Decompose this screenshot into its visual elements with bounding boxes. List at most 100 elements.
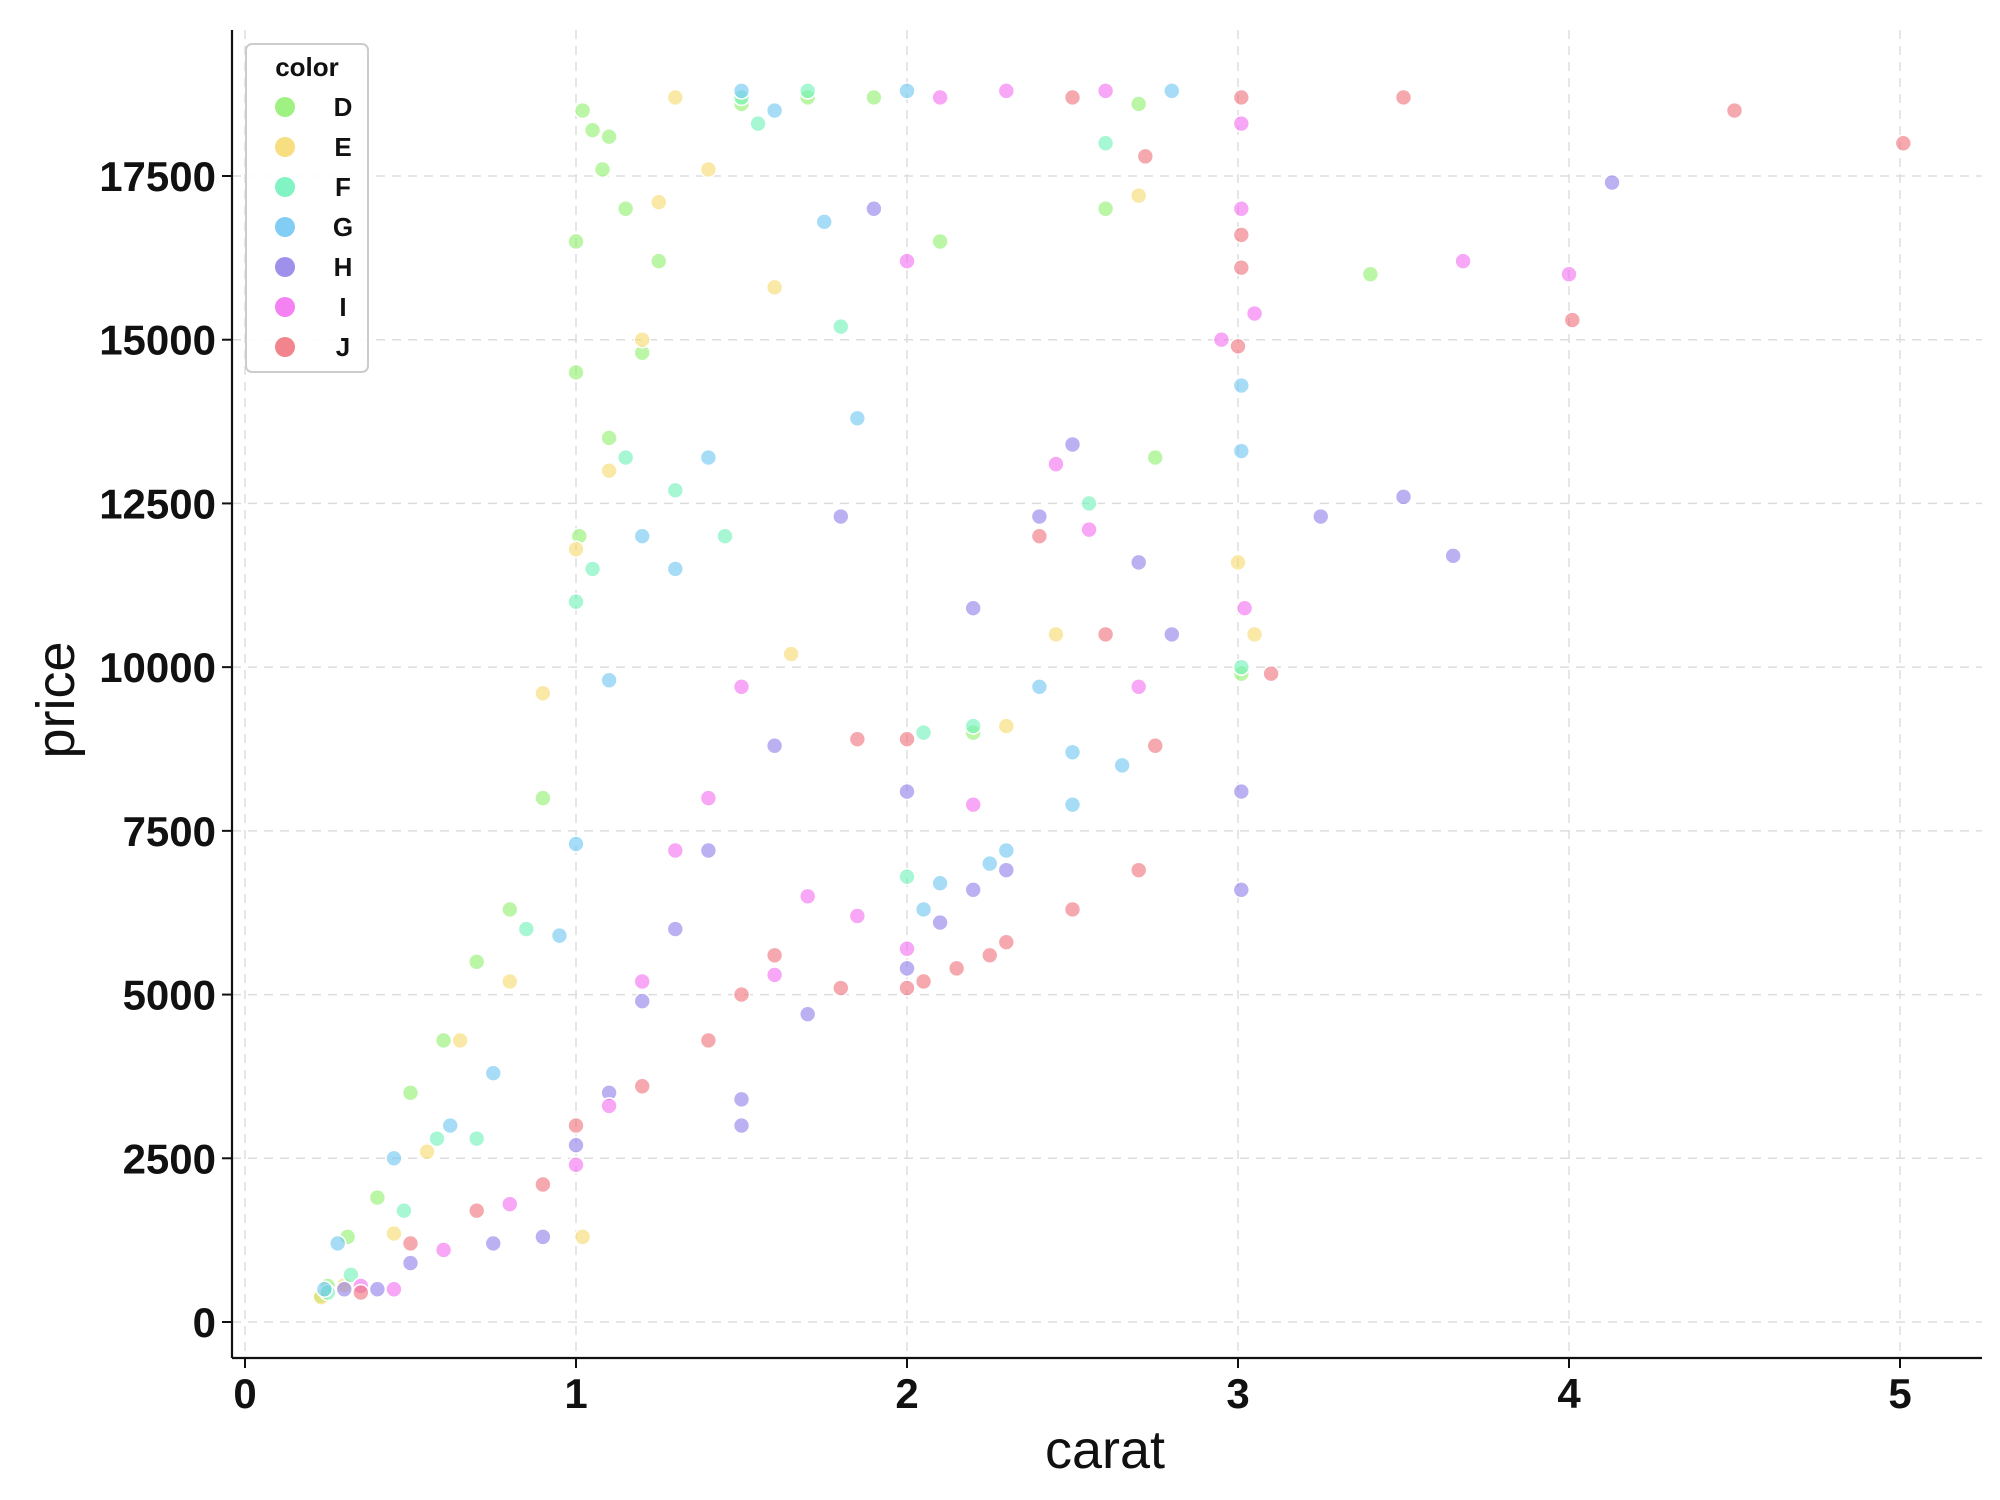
scatter-point-H	[484, 1234, 503, 1253]
scatter-point-F	[467, 1129, 486, 1148]
scatter-point-G	[898, 82, 916, 100]
scatter-point-F	[716, 527, 734, 545]
scatter-point-H	[865, 199, 883, 218]
scatter-point-F	[395, 1201, 413, 1220]
scatter-point-J	[1030, 527, 1049, 545]
x-tick-label: 4	[1557, 1370, 1581, 1417]
scatter-point-I	[765, 966, 784, 984]
scatter-point-J	[898, 730, 916, 748]
legend-marker-H	[275, 257, 295, 277]
scatter-point-J	[633, 1077, 652, 1096]
scatter-point-H	[1163, 625, 1181, 644]
scatter-point-H	[1394, 488, 1413, 506]
scatter-point-I	[798, 887, 817, 906]
scatter-point-E	[451, 1031, 469, 1050]
scatter-point-D	[865, 88, 883, 107]
legend-marker-E	[275, 137, 295, 157]
scatter-point-H	[964, 880, 983, 899]
scatter-point-I	[848, 907, 867, 925]
scatter-point-J	[831, 979, 850, 997]
scatter-point-J	[765, 946, 784, 965]
scatter-point-G	[914, 900, 933, 919]
scatter-point-H	[798, 1005, 817, 1024]
scatter-point-J	[980, 946, 999, 965]
scatter-point-H	[1603, 173, 1621, 192]
scatter-point-I	[500, 1195, 519, 1213]
scatter-point-J	[1146, 736, 1165, 755]
scatter-point-J	[1232, 258, 1251, 277]
scatter-point-F	[1096, 134, 1115, 153]
scatter-point-H	[401, 1254, 420, 1272]
legend-marker-J	[275, 337, 295, 357]
scatter-point-J	[1725, 101, 1744, 120]
scatter-point-G	[600, 671, 618, 690]
legend-label-I: I	[339, 292, 346, 322]
scatter-point-D	[500, 900, 519, 919]
scatter-point-J	[1563, 311, 1582, 329]
scatter-point-D	[931, 232, 949, 251]
scatter-point-D	[600, 429, 618, 447]
x-ticks: 0 1 2 3 4 5	[233, 1358, 1912, 1417]
scatter-point-D	[467, 953, 486, 971]
scatter-point-J	[1136, 147, 1155, 166]
y-tick-label: 10000	[99, 644, 216, 691]
scatter-point-E	[500, 972, 519, 991]
scatter-point-G	[484, 1064, 503, 1082]
x-tick-label: 1	[564, 1370, 587, 1417]
scatter-point-H	[765, 736, 784, 755]
scatter-point-J	[1129, 861, 1148, 879]
scatter-point-H	[1030, 507, 1049, 526]
y-ticks: 0 2500 5000 7500 10000 12500 15000 17500	[99, 153, 232, 1346]
y-axis-title: price	[26, 641, 86, 758]
scatter-point-G	[666, 560, 685, 578]
scatter-point-G	[1232, 376, 1251, 395]
scatter-point-J	[1063, 900, 1082, 919]
x-axis-title: carat	[1045, 1420, 1165, 1480]
scatter-point-J	[567, 1116, 585, 1135]
legend-marker-F	[275, 177, 295, 197]
scatter-point-I	[898, 939, 916, 958]
scatter-point-I	[1232, 199, 1251, 218]
scatter-point-I	[1235, 599, 1254, 618]
scatter-point-J	[352, 1283, 370, 1302]
scatter-point-H	[732, 1090, 751, 1109]
scatter-point-D	[1361, 265, 1380, 284]
scatter-point-G	[1163, 82, 1181, 100]
scatter-point-I	[1047, 455, 1065, 473]
scatter-point-E	[600, 461, 618, 480]
scatter-point-H	[1311, 507, 1330, 526]
scatter-point-H	[1232, 880, 1251, 899]
y-tick-label: 12500	[99, 480, 216, 527]
scatter-point-H	[997, 861, 1016, 879]
scatter-point-D	[1129, 95, 1148, 113]
scatter-point-G	[1232, 442, 1251, 460]
scatter-point-G	[385, 1149, 403, 1168]
scatter-point-H	[964, 599, 983, 618]
scatter-point-E	[534, 684, 552, 703]
scatter-point-G	[550, 926, 569, 945]
scatter-point-F	[798, 82, 817, 100]
scatter-point-I	[1245, 304, 1264, 323]
scatter-point-G	[1063, 795, 1082, 814]
y-tick-label: 5000	[123, 972, 216, 1019]
scatter-point-G	[699, 448, 718, 467]
scatter-point-J	[1229, 337, 1247, 356]
scatter-point-E	[418, 1142, 436, 1161]
scatter-point-D	[649, 252, 668, 270]
scatter-point-I	[1560, 265, 1578, 284]
scatter-point-I	[1080, 520, 1098, 539]
scatter-point-F	[1080, 494, 1098, 513]
scatter-point-F	[616, 448, 635, 467]
scatter-point-G	[1113, 756, 1131, 775]
scatter-point-E	[385, 1224, 403, 1243]
scatter-point-G	[328, 1234, 347, 1253]
legend-label-F: F	[335, 172, 351, 202]
scatter-point-E	[782, 645, 800, 663]
scatter-point-D	[567, 232, 585, 251]
y-tick-label: 2500	[123, 1135, 216, 1182]
scatter-point-E	[765, 278, 784, 297]
scatter-point-D	[583, 121, 602, 139]
